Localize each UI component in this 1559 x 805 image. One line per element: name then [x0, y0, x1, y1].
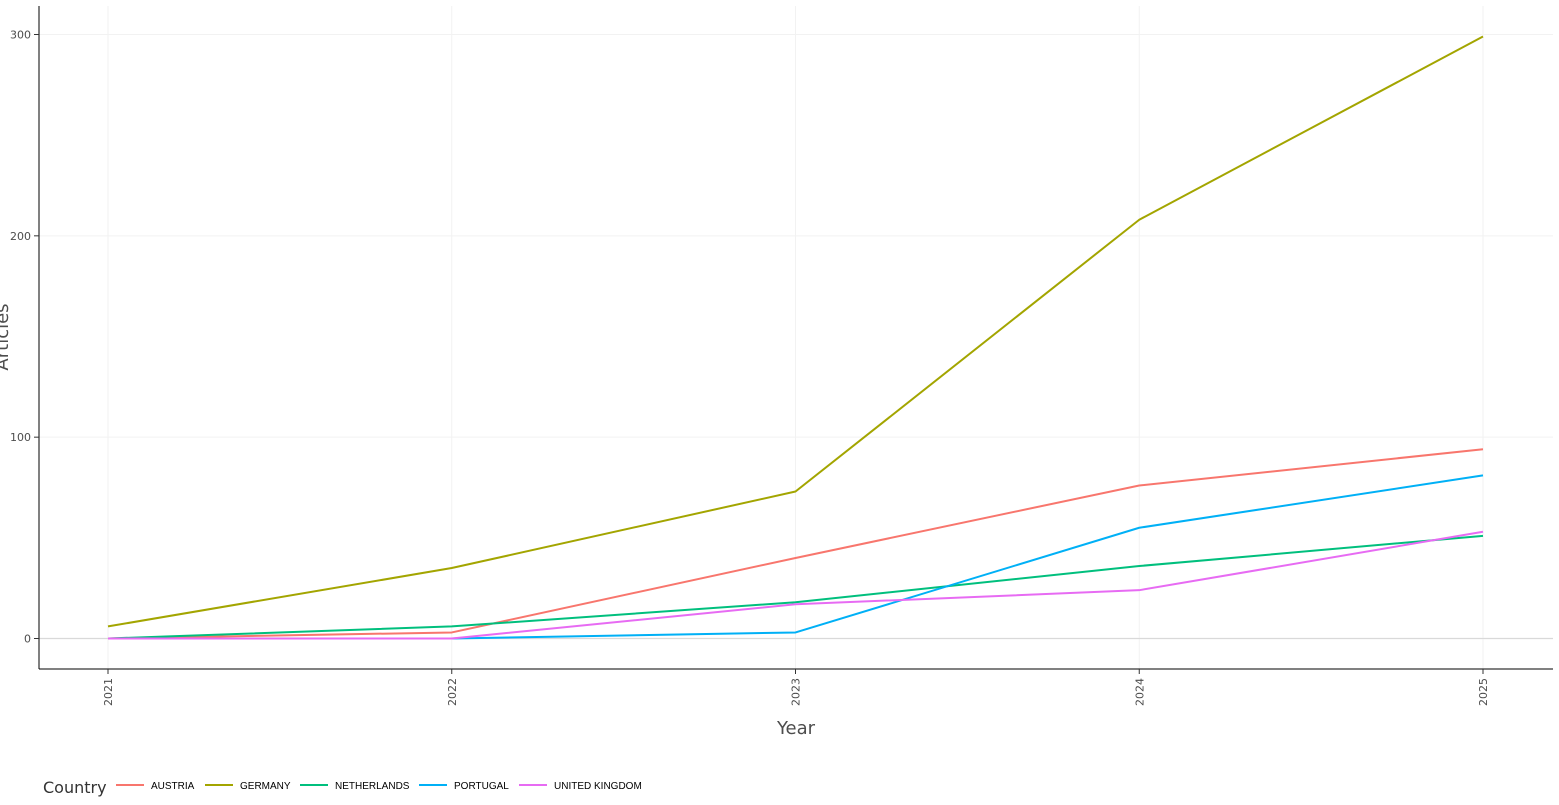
- x-axis-title: Year: [776, 718, 816, 739]
- y-axis-title: Articles: [0, 303, 13, 370]
- series-line-austria: [107, 448, 1484, 640]
- series-line-united-kingdom: [108, 530, 1484, 640]
- x-axis-ticks: 2021 2022 2023 2024 2025: [102, 669, 1490, 706]
- grid-lines: [39, 6, 1553, 669]
- legend-items: AUSTRIA GERMANY NETHERLANDS PORTUGAL UNITED …: [116, 781, 642, 792]
- series-lines: [107, 35, 1484, 640]
- legend-label: AUSTRIA: [151, 781, 195, 792]
- y-tick-label: 300: [10, 29, 31, 42]
- y-axis-ticks: 0 100 200 300: [10, 29, 39, 646]
- legend-label: PORTUGAL: [454, 781, 509, 792]
- x-tick-label: 2025: [1477, 678, 1490, 706]
- legend-item-netherlands: NETHERLANDS: [300, 781, 410, 792]
- legend-item-germany: GERMANY: [205, 781, 291, 792]
- y-tick-label: 200: [10, 230, 31, 243]
- x-tick-label: 2024: [1133, 678, 1146, 706]
- y-tick-label: 100: [10, 431, 31, 444]
- legend-item-austria: AUSTRIA: [116, 781, 195, 792]
- legend-label: GERMANY: [240, 781, 291, 792]
- y-tick-label: 0: [24, 633, 31, 646]
- x-tick-label: 2023: [790, 678, 803, 706]
- legend: Country AUSTRIA GERMANY NETHERLANDS PORTUGA…: [43, 778, 642, 797]
- series-line-germany: [107, 35, 1484, 628]
- legend-label: UNITED KINGDOM: [554, 781, 642, 792]
- legend-item-portugal: PORTUGAL: [419, 781, 509, 792]
- series-line-netherlands: [107, 534, 1484, 640]
- legend-title: Country: [43, 778, 107, 797]
- legend-item-united-kingdom: UNITED KINGDOM: [519, 781, 642, 792]
- x-tick-label: 2022: [446, 678, 459, 706]
- legend-label: NETHERLANDS: [335, 781, 410, 792]
- x-tick-label: 2021: [102, 678, 115, 706]
